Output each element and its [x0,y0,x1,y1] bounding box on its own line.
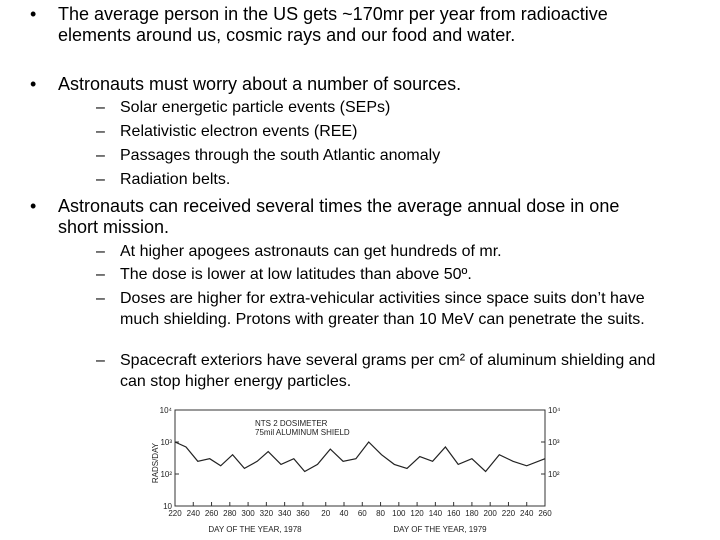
x-tick-label: 280 [223,509,237,518]
bullet: Astronauts must worry about a number of … [30,74,658,95]
x-tick-label: 220 [502,509,516,518]
y2-tick-label: 10⁴ [548,406,561,415]
chart-subtitle: 75mil ALUMINUM SHIELD [255,428,350,437]
y2-tick-label: 10³ [548,438,560,447]
x-tick-label: 260 [205,509,219,518]
x-tick-label: 140 [429,509,443,518]
x-tick-label: 80 [376,509,385,518]
x-tick-label: 200 [484,509,498,518]
x-tick-label: 260 [538,509,552,518]
x-axis-label: DAY OF THE YEAR, 1979 [393,525,487,534]
x-tick-label: 360 [296,509,310,518]
x-tick-label: 120 [410,509,424,518]
data-line [174,441,546,473]
x-tick-label: 180 [465,509,479,518]
sub-bullet: Spacecraft exteriors have several grams … [96,350,660,392]
sub-bullet: Relativistic electron events (REE) [96,121,660,142]
x-tick-label: 160 [447,509,461,518]
y-tick-label: 10² [160,470,172,479]
sub-bullet: The dose is lower at low latitudes than … [96,264,660,285]
plot-frame [174,409,546,507]
chart: NTS 2 DOSIMETER 75mil ALUMINUM SHIELD RA… [151,406,561,534]
x-tick-label: 300 [241,509,255,518]
x-tick-label: 60 [358,509,367,518]
sub-bullet: Radiation belts. [96,169,660,190]
y-tick-label: 10 [163,502,172,511]
bullet: The average person in the US gets ~170mr… [30,4,658,46]
sub-bullet: Solar energetic particle events (SEPs) [96,97,660,118]
x-tick-label: 340 [278,509,292,518]
x-tick-label: 220 [168,509,182,518]
bullet: Astronauts can received several times th… [30,196,658,238]
sub-bullet: At higher apogees astronauts can get hun… [96,241,660,262]
x-tick-label: 240 [520,509,534,518]
x-tick-label: 20 [321,509,330,518]
x-axis-label: DAY OF THE YEAR, 1978 [208,525,302,534]
y-tick-label: 10⁴ [160,406,173,415]
sub-bullet: Doses are higher for extra-vehicular act… [96,288,660,330]
y2-tick-label: 10² [548,470,560,479]
x-tick-label: 100 [392,509,406,518]
chart-title: NTS 2 DOSIMETER [255,419,328,428]
y-tick-label: 10³ [160,438,172,447]
sub-bullet: Passages through the south Atlantic anom… [96,145,660,166]
x-tick-label: 320 [260,509,274,518]
x-tick-label: 40 [340,509,349,518]
x-tick-label: 240 [187,509,201,518]
y-axis-label: RADS/DAY [151,442,160,483]
